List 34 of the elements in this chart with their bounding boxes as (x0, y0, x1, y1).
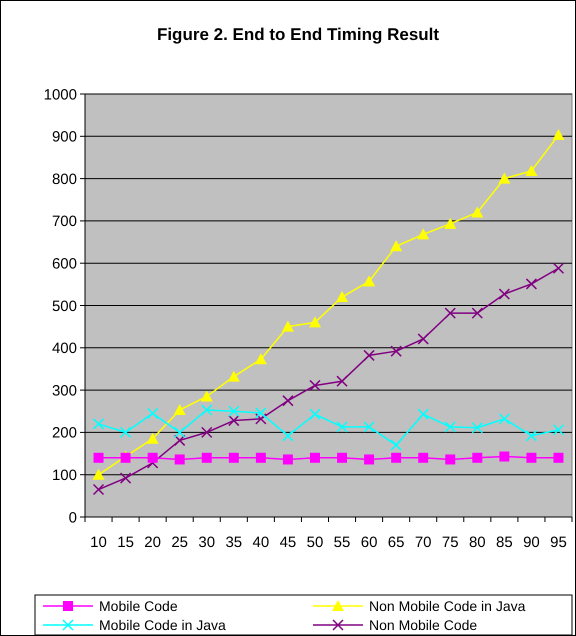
y-tick-label: 600 (52, 255, 77, 272)
y-tick-label: 100 (52, 466, 77, 484)
legend-label: Mobile Code in Java (99, 616, 226, 633)
x-tick-label: 50 (306, 534, 324, 551)
legend-label: Non Mobile Code (369, 616, 478, 633)
x-tick-label: 60 (360, 534, 378, 551)
x-tick-label: 45 (280, 534, 296, 551)
x-tick-label: 30 (198, 534, 216, 551)
y-tick-label: 400 (52, 340, 77, 358)
x-tick-label: 85 (496, 534, 513, 551)
y-tick-label: 300 (52, 382, 77, 400)
x-tick-label: 65 (388, 534, 404, 551)
y-tick-label: 200 (52, 424, 77, 442)
x-tick-label: 10 (90, 534, 107, 551)
x-tick-label: 40 (252, 534, 270, 551)
y-tick-label: 1000 (44, 86, 77, 104)
y-tick-label: 700 (52, 213, 77, 230)
x-tick-label: 15 (117, 534, 134, 551)
x-tick-label: 55 (334, 534, 350, 551)
x-tick-label: 95 (550, 534, 567, 551)
x-tick-label: 90 (523, 534, 540, 551)
x-tick-label: 35 (225, 534, 242, 551)
x-tick-label: 25 (171, 534, 188, 551)
x-tick-label: 75 (442, 534, 459, 551)
legend-label: Non Mobile Code in Java (369, 598, 526, 614)
x-tick-label: 70 (414, 534, 432, 551)
chart-title: Figure 2. End to End Timing Result (156, 25, 440, 44)
y-tick-label: 500 (52, 298, 77, 315)
y-tick-label: 0 (68, 509, 77, 526)
x-tick-label: 20 (144, 534, 161, 551)
y-tick-label: 800 (52, 170, 77, 188)
y-tick-label: 900 (52, 128, 77, 146)
legend-label: Mobile Code (99, 598, 178, 614)
x-tick-label: 80 (468, 534, 486, 551)
